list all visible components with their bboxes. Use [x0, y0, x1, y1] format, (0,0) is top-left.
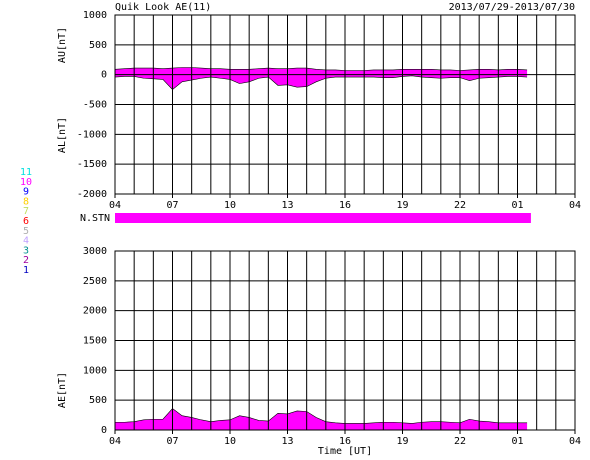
station-legend: 10 [20, 177, 32, 188]
station-legend: 8 [23, 196, 29, 207]
y-axis-label: AU[nT] [57, 27, 68, 63]
y-tick-label: -2000 [77, 189, 107, 200]
y-tick-label: 1500 [83, 336, 107, 347]
y-tick-label: 2000 [83, 306, 107, 317]
y-tick-label: 0 [101, 425, 107, 436]
area-fill [115, 67, 528, 75]
x-tick-label: 01 [511, 200, 523, 211]
station-legend: 5 [23, 226, 29, 237]
station-legend: 2 [23, 255, 29, 266]
y-tick-label: 500 [89, 395, 107, 406]
x-tick-label: 04 [109, 200, 121, 211]
chart-subtitle: 2013/07/29-2013/07/30 [449, 2, 575, 13]
x-tick-label: 10 [224, 200, 236, 211]
station-legend: 4 [23, 236, 29, 247]
y-tick-label: 0 [101, 70, 107, 81]
chart-title: Quik Look AE(11) [115, 2, 211, 13]
y-tick-label: 1000 [83, 10, 107, 21]
plot-frame [114, 14, 576, 195]
x-tick-label: 01 [511, 436, 523, 447]
x-tick-label: 13 [281, 436, 293, 447]
x-tick-label: 10 [224, 436, 236, 447]
x-tick-label: 04 [569, 200, 581, 211]
y-tick-label: 3000 [83, 246, 107, 257]
station-legend: 1 [23, 265, 29, 276]
x-tick-label: 19 [396, 436, 408, 447]
x-tick-label: 04 [109, 436, 121, 447]
station-legend: 3 [23, 245, 29, 256]
station-legend: 11 [20, 167, 32, 178]
y-tick-label: -500 [83, 100, 107, 111]
area-line [115, 408, 528, 424]
plot-frame [114, 250, 576, 431]
area-line [114, 75, 528, 90]
area-fill [115, 74, 528, 90]
y-tick-label: -1000 [77, 129, 107, 140]
station-legend: 9 [23, 187, 29, 198]
n-stn-bar [115, 213, 531, 223]
x-tick-label: 13 [281, 200, 293, 211]
y-tick-label: -1500 [77, 159, 107, 170]
area-line [114, 67, 528, 71]
area-fill [115, 408, 528, 430]
x-tick-label: 07 [166, 200, 178, 211]
x-tick-label: 16 [339, 436, 351, 447]
y-tick-label: 2500 [83, 276, 107, 287]
n-stn-label: N.STN [80, 213, 110, 224]
x-tick-label: 07 [166, 436, 178, 447]
x-tick-label: 16 [339, 200, 351, 211]
station-legend: 7 [23, 206, 29, 217]
y-axis-label: AE[nT] [57, 372, 68, 408]
x-tick-label: 19 [396, 200, 408, 211]
station-legend: 6 [23, 216, 29, 227]
y-tick-label: 500 [89, 40, 107, 51]
y-axis-label: AL[nT] [57, 117, 68, 153]
x-tick-label: 22 [454, 436, 466, 447]
y-tick-label: 1000 [83, 365, 107, 376]
x-axis-label: Time [UT] [318, 446, 372, 457]
x-tick-label: 22 [454, 200, 466, 211]
x-tick-label: 04 [569, 436, 581, 447]
